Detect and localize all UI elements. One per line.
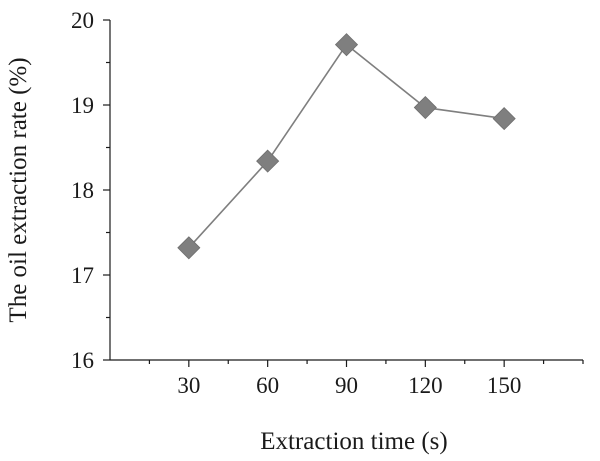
x-tick-label: 90 [335, 373, 358, 398]
y-tick-label: 17 [71, 263, 94, 288]
y-axis-label: The oil extraction rate (%) [5, 57, 32, 322]
x-tick-label: 60 [256, 373, 279, 398]
data-point [256, 149, 280, 173]
x-axis-label: Extraction time (s) [260, 428, 447, 455]
y-tick-label: 18 [71, 178, 94, 203]
x-tick-label: 120 [408, 373, 443, 398]
data-point [413, 95, 437, 120]
y-tick-label: 20 [71, 8, 94, 33]
series-group [177, 33, 516, 260]
data-point [334, 33, 359, 57]
series-line [188, 43, 505, 249]
y-tick-label: 16 [71, 348, 94, 373]
axes [109, 20, 583, 361]
y-axis-ticks: 16 17 18 19 20 [71, 8, 110, 373]
data-point [177, 236, 201, 260]
y-tick-label: 19 [71, 93, 94, 118]
x-tick-label: 150 [487, 373, 522, 398]
data-point [492, 107, 516, 131]
x-axis-ticks: 30 60 90 120 150 [148, 360, 584, 398]
x-tick-label: 30 [177, 373, 200, 398]
